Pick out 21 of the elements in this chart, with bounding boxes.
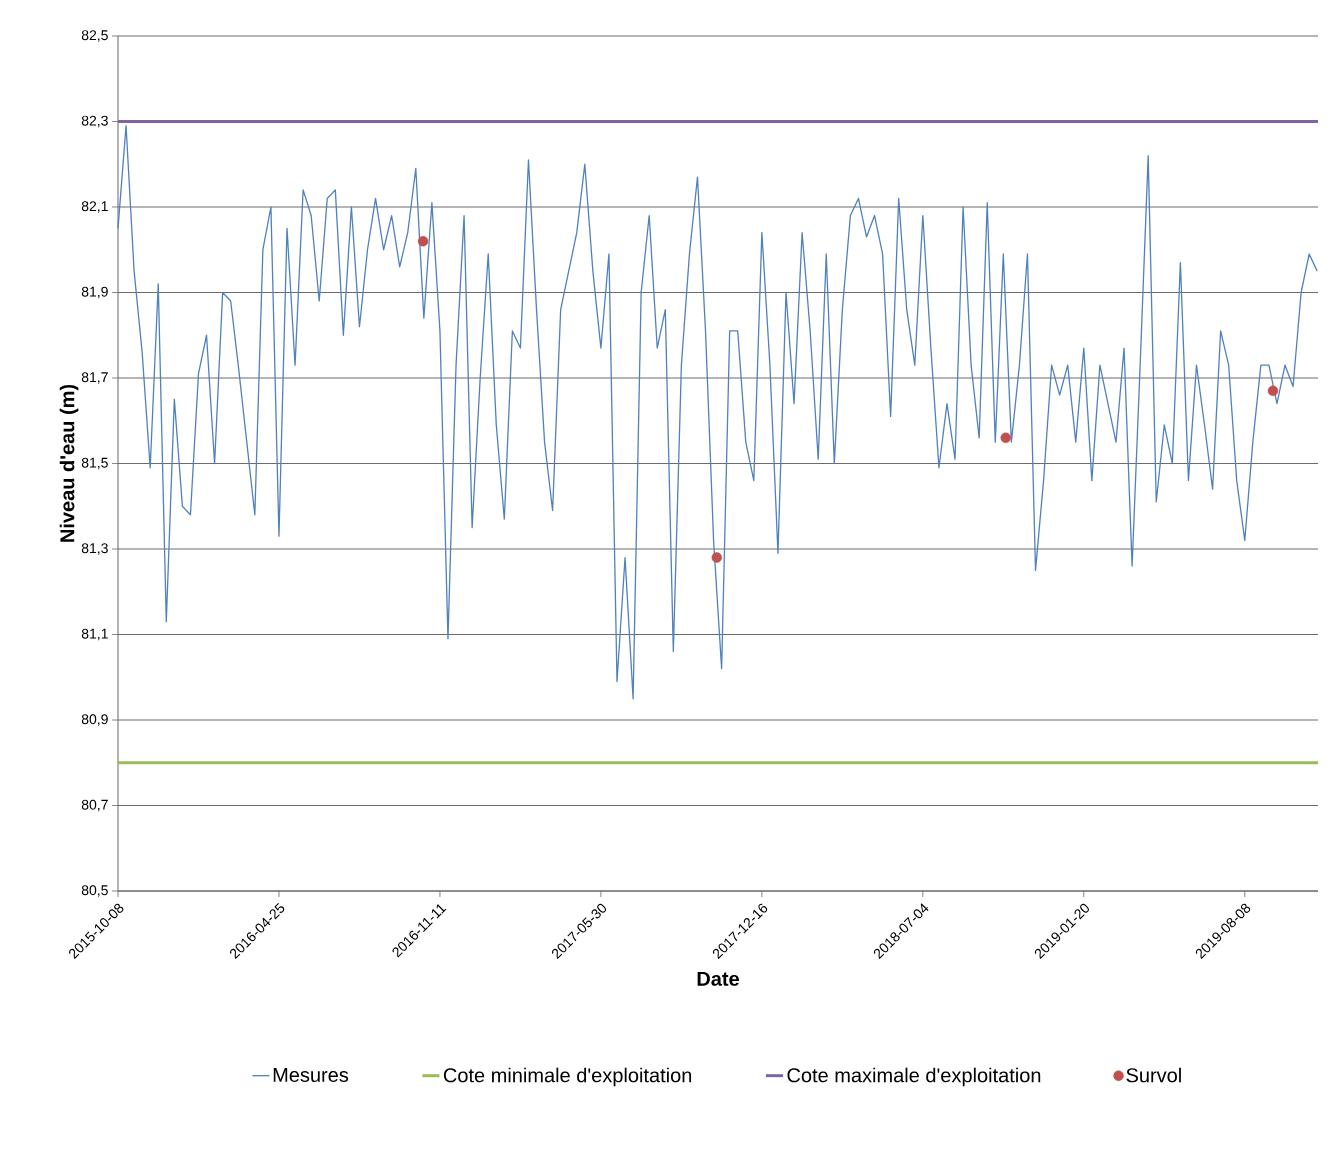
- x-axis-title: Date: [697, 971, 739, 986]
- point: [1000, 432, 1011, 444]
- legend-label: Survol: [1126, 1067, 1181, 1083]
- legend-label: Cote maximale d'exploitation: [787, 1067, 1041, 1087]
- point: [1267, 385, 1279, 397]
- y-tick-label: 81,7: [81, 372, 108, 384]
- y-tick-label: 81,1: [81, 628, 108, 641]
- y-tick-label: 82,1: [81, 201, 108, 213]
- y-tick-label: 81,9: [81, 286, 108, 299]
- point: [711, 552, 722, 563]
- y-tick-label: 82,3: [81, 115, 108, 128]
- y-tick-label: 82,5: [81, 30, 108, 42]
- y-tick-label: 80,5: [81, 885, 108, 897]
- legend-label: Cote minimale d'exploitation: [443, 1067, 692, 1087]
- y-axis-title: Niveau d'eau (m): [59, 384, 79, 542]
- y-tick-label: 80,9: [81, 714, 108, 726]
- legend-label: Mesures: [273, 1068, 349, 1082]
- y-tick-label: 80,7: [81, 799, 108, 812]
- point: [417, 235, 429, 247]
- y-tick-label: 81,5: [81, 457, 108, 470]
- y-tick-label: 81,3: [81, 543, 108, 555]
